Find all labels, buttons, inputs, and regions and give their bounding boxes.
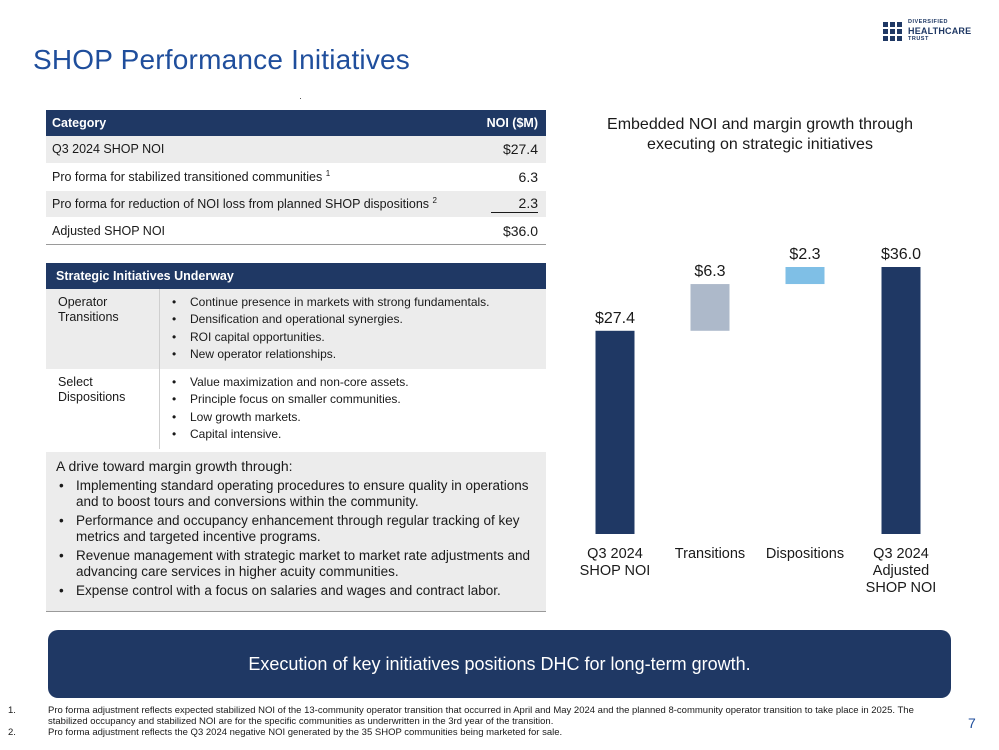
footnote-text: Pro forma adjustment reflects expected s… bbox=[48, 705, 914, 727]
logo-line-1: DIVERSIFIED bbox=[908, 19, 949, 25]
logo-line-3: TRUST bbox=[908, 35, 929, 42]
noi-table: Category NOI ($M) Q3 2024 SHOP NOI $27.4… bbox=[46, 110, 546, 245]
noi-header-category: Category bbox=[46, 110, 476, 136]
footnote-ref: 2 bbox=[432, 195, 437, 205]
chart-data-label-3: $36.0 bbox=[881, 246, 921, 263]
row-value: $36.0 bbox=[475, 217, 546, 245]
logo-text: DIVERSIFIED HEALTHCARE TRUST bbox=[908, 19, 972, 42]
list-item: New operator relationships. bbox=[172, 346, 490, 364]
table-row: Pro forma for stabilized transitioned co… bbox=[46, 163, 546, 191]
list-item: Expense control with a focus on salaries… bbox=[56, 583, 536, 599]
page-title: SHOP Performance Initiatives bbox=[33, 44, 411, 75]
list-item: Value maximization and non-core assets. bbox=[172, 374, 409, 392]
list-item: Densification and operational synergies. bbox=[172, 311, 490, 329]
strategic-header: Strategic Initiatives Underway bbox=[46, 263, 546, 289]
table-row: Operator Transitions Continue presence i… bbox=[46, 289, 546, 370]
strategic-category: Operator Transitions bbox=[46, 289, 160, 370]
row-label: Pro forma for reduction of NOI loss from… bbox=[46, 190, 476, 218]
page-number: 7 bbox=[968, 715, 976, 731]
footnote-number: 2. bbox=[8, 727, 16, 738]
chart-bar-1 bbox=[690, 284, 730, 331]
list-item: Low growth markets. bbox=[172, 409, 409, 427]
conclusion-banner: Execution of key initiatives positions D… bbox=[48, 630, 951, 698]
margin-growth-list: Implementing standard operating procedur… bbox=[56, 478, 536, 599]
list-item: Capital intensive. bbox=[172, 426, 409, 444]
footnote: 2. Pro forma adjustment reflects the Q3 … bbox=[8, 727, 938, 738]
footnote-number: 1. bbox=[8, 705, 16, 716]
chart-data-label-1: $6.3 bbox=[694, 263, 725, 280]
chart-category-label-1: Transitions bbox=[675, 546, 745, 562]
banner-text: Execution of key initiatives positions D… bbox=[248, 653, 751, 674]
chart-category-label-3: Adjusted bbox=[873, 563, 929, 579]
chart-category-label-3: SHOP NOI bbox=[866, 580, 937, 596]
footnote-text: Pro forma adjustment reflects the Q3 202… bbox=[48, 727, 563, 738]
list-item: Revenue management with strategic market… bbox=[56, 548, 536, 580]
row-value: $27.4 bbox=[475, 136, 546, 164]
row-value: 6.3 bbox=[475, 163, 546, 191]
chart-bar-3 bbox=[881, 267, 921, 534]
margin-growth-intro: A drive toward margin growth through: bbox=[56, 458, 293, 474]
strategic-initiatives-table: Strategic Initiatives Underway Operator … bbox=[46, 263, 546, 450]
table-row: Q3 2024 SHOP NOI $27.4 bbox=[46, 136, 546, 164]
row-value: 2.3 bbox=[475, 190, 546, 218]
footnote-ref: 1 bbox=[325, 168, 331, 178]
logo-line-2: HEALTHCARE bbox=[908, 25, 972, 36]
row-label: Q3 2024 SHOP NOI bbox=[46, 136, 476, 164]
company-logo: DIVERSIFIED HEALTHCARE TRUST bbox=[883, 19, 972, 42]
noi-header-value: NOI ($M) bbox=[475, 110, 546, 136]
chart-bar-0 bbox=[595, 330, 635, 534]
list-item: Performance and occupancy enhancement th… bbox=[56, 513, 536, 545]
list-item: Principle focus on smaller communities. bbox=[172, 391, 409, 409]
chart-category-label-2: Dispositions bbox=[766, 546, 844, 562]
chart-category-label-0: SHOP NOI bbox=[580, 563, 651, 579]
list-item: Continue presence in markets with strong… bbox=[172, 294, 490, 312]
strategic-items: Continue presence in markets with strong… bbox=[160, 289, 490, 369]
chart-category-label-0: Q3 2024 bbox=[587, 546, 643, 562]
list-item: ROI capital opportunities. bbox=[172, 329, 490, 347]
strategic-category: Select Dispositions bbox=[46, 369, 160, 450]
strategic-items: Value maximization and non-core assets. … bbox=[160, 369, 409, 449]
row-label: Pro forma for stabilized transitioned co… bbox=[46, 163, 476, 191]
chart-title: Embedded NOI and margin growth through e… bbox=[607, 116, 913, 153]
chart-data-label-2: $2.3 bbox=[789, 246, 820, 263]
table-row: Select Dispositions Value maximization a… bbox=[46, 369, 546, 450]
footnote: 1. Pro forma adjustment reflects expecte… bbox=[8, 705, 938, 727]
chart-bar-2 bbox=[785, 267, 825, 285]
table-row: Adjusted SHOP NOI $36.0 bbox=[46, 217, 546, 245]
row-label: Adjusted SHOP NOI bbox=[46, 217, 476, 245]
stray-dot bbox=[300, 98, 301, 99]
margin-growth-box: A drive toward margin growth through: Im… bbox=[46, 452, 546, 612]
footnotes: 1. Pro forma adjustment reflects expecte… bbox=[8, 705, 938, 738]
table-row: Pro forma for reduction of NOI loss from… bbox=[46, 190, 546, 218]
noi-table-header: Category NOI ($M) bbox=[46, 110, 546, 136]
list-item: Implementing standard operating procedur… bbox=[56, 478, 536, 510]
chart-category-label-3: Q3 2024 bbox=[873, 546, 929, 562]
logo-mark-icon bbox=[883, 21, 902, 41]
chart-data-label-0: $27.4 bbox=[595, 310, 635, 327]
